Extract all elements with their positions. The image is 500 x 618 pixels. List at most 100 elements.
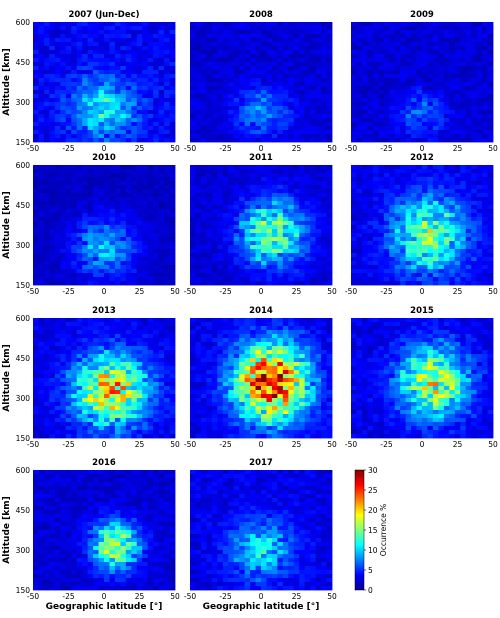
heat-cell — [43, 50, 50, 55]
heat-cell — [158, 62, 165, 67]
y-tick-label: 600 — [16, 18, 31, 27]
heat-cell — [422, 90, 428, 95]
heat-cell — [125, 138, 132, 143]
panel-title: 2007 (Jun-Dec) — [68, 10, 139, 20]
heat-cell — [153, 281, 160, 286]
heat-cell — [304, 26, 311, 31]
heat-cell — [432, 249, 439, 254]
heat-cell — [54, 350, 61, 355]
heat-cell — [422, 197, 428, 202]
heat-cell — [271, 225, 278, 230]
heat-cell — [482, 169, 488, 174]
heat-cell — [471, 122, 478, 127]
heat-cell — [411, 257, 417, 262]
heat-cell — [372, 114, 379, 119]
heat-cell — [147, 26, 154, 31]
heat-cell — [482, 106, 488, 111]
heat-cell — [378, 225, 385, 230]
heat-cell — [71, 253, 78, 258]
heat-cell — [372, 281, 379, 286]
heat-cell — [125, 126, 132, 131]
heat-cell — [49, 245, 56, 250]
heat-cell — [277, 82, 284, 87]
heat-cell — [454, 66, 461, 71]
heat-cell — [471, 138, 478, 143]
heat-cell — [356, 122, 363, 127]
heat-cell — [38, 22, 45, 27]
heat-cell — [299, 173, 306, 178]
heat-cell — [93, 42, 99, 47]
heat-cell — [142, 177, 149, 182]
heat-cell — [93, 22, 99, 27]
heat-cell — [299, 253, 306, 258]
heat-cell — [443, 245, 450, 250]
heat-cell — [405, 201, 412, 206]
heat-cell — [169, 173, 176, 178]
heat-cell — [43, 346, 50, 351]
heat-cell — [394, 122, 401, 127]
heat-cell — [49, 322, 56, 327]
heat-cell — [82, 257, 89, 262]
heat-cell — [271, 130, 278, 135]
heat-cell — [131, 205, 138, 210]
heat-cell — [43, 318, 50, 323]
heat-cell — [432, 54, 439, 59]
heat-cell — [454, 237, 461, 242]
heat-cell — [288, 70, 295, 75]
heat-cell — [190, 54, 196, 59]
heat-cell — [120, 237, 127, 242]
heat-cell — [351, 221, 357, 226]
heat-cell — [383, 217, 390, 222]
heat-cell — [142, 102, 149, 107]
heat-cell — [443, 265, 450, 270]
heat-cell — [195, 22, 202, 27]
heat-cell — [299, 185, 306, 190]
heat-cell — [153, 185, 160, 190]
heat-cell — [304, 197, 311, 202]
heat-cell — [169, 249, 176, 254]
heat-cell — [449, 273, 456, 278]
heat-cell — [239, 34, 246, 39]
heat-cell — [315, 233, 322, 238]
heat-cell — [432, 66, 439, 71]
heat-cell — [460, 38, 467, 43]
heat-cell — [271, 245, 278, 250]
heat-cell — [195, 58, 202, 63]
heat-cell — [438, 225, 445, 230]
heat-cell — [190, 197, 196, 202]
heat-cell — [93, 249, 99, 254]
heat-cell — [271, 229, 278, 234]
heat-cell — [233, 62, 240, 67]
heat-cell — [158, 90, 165, 95]
y-axis-label: Altitude [km] — [2, 191, 12, 258]
heat-cell — [367, 237, 374, 242]
heat-cell — [422, 22, 428, 27]
heat-cell — [60, 94, 67, 99]
heat-cell — [271, 38, 278, 43]
heat-cell — [465, 213, 472, 218]
heat-cell — [326, 74, 333, 79]
heat-cell — [405, 22, 412, 27]
heat-cell — [367, 217, 374, 222]
heat-cell — [54, 245, 61, 250]
heat-cell — [476, 90, 483, 95]
heat-cell — [71, 221, 78, 226]
heat-cell — [158, 54, 165, 59]
heat-cell — [206, 209, 213, 214]
heat-cell — [200, 229, 207, 234]
heat-cell — [361, 54, 368, 59]
heat-cell — [195, 221, 202, 226]
heat-cell — [131, 217, 138, 222]
heat-cell — [125, 241, 132, 246]
heat-cell — [228, 34, 235, 39]
heat-cell — [109, 217, 116, 222]
heat-cell — [293, 165, 300, 170]
heat-cell — [222, 237, 229, 242]
heat-cell — [432, 193, 439, 198]
heat-cell — [465, 165, 472, 170]
heat-cell — [405, 261, 412, 266]
heat-cell — [476, 209, 483, 214]
heat-cell — [109, 177, 116, 182]
heat-cell — [443, 229, 450, 234]
heat-cell — [476, 165, 483, 170]
